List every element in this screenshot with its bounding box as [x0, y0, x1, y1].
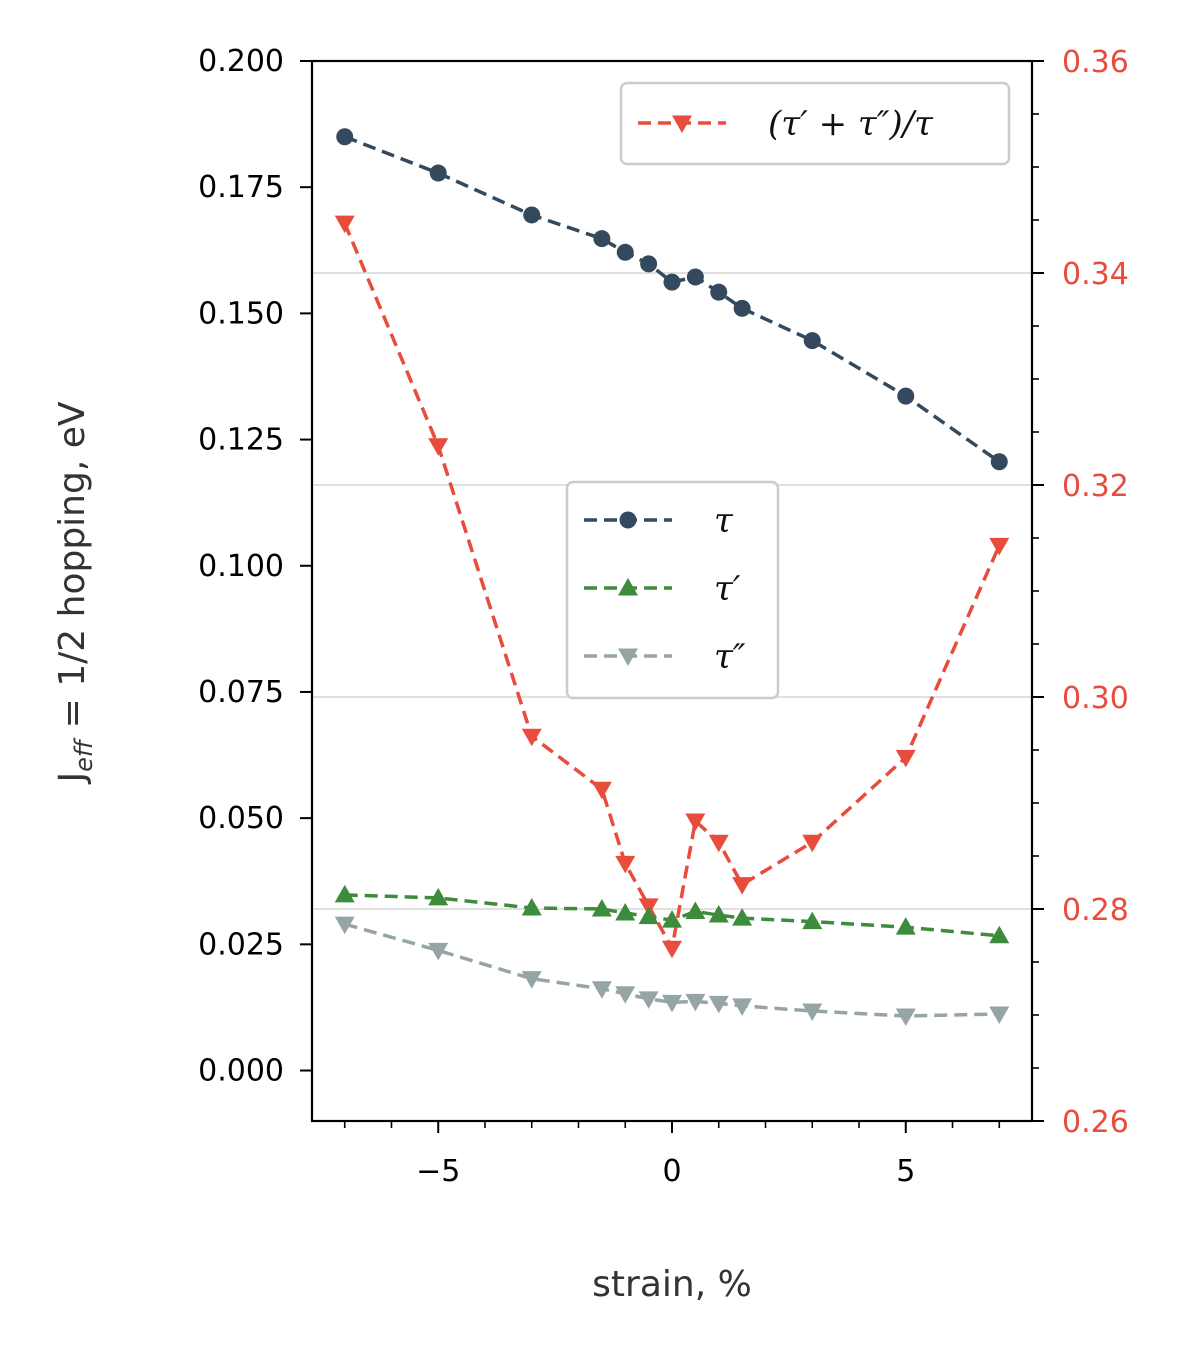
x-tick-label: 0: [662, 1154, 681, 1189]
legend-label: (τ′ + τ″)/τ: [768, 104, 934, 144]
y-axis-label-rest: = 1/2 hopping, eV: [52, 401, 93, 740]
legend-center: [565, 480, 780, 700]
data-point: [685, 813, 706, 832]
data-point: [591, 981, 612, 999]
data-point: [521, 728, 542, 747]
x-tick-label: 5: [896, 1154, 915, 1189]
data-point: [638, 991, 659, 1009]
data-point: [429, 164, 447, 182]
data-point: [591, 899, 612, 917]
series-1: [336, 128, 1008, 471]
data-point: [732, 998, 753, 1016]
data-point: [710, 283, 728, 301]
data-point: [802, 911, 823, 930]
data-point: [733, 299, 751, 317]
data-point: [334, 215, 355, 234]
data-point: [803, 332, 821, 350]
data-point: [732, 908, 753, 926]
data-point: [662, 940, 682, 959]
legend-entry-ratio: (τ′ + τ″)/τ: [638, 104, 934, 144]
data-point: [686, 268, 704, 286]
data-point: [662, 910, 682, 928]
series-layer: [334, 128, 1010, 1027]
legend-top-right: [619, 81, 1011, 166]
data-point: [990, 453, 1008, 471]
y-left-tick-label: 0.200: [198, 44, 284, 79]
y-left-tick-label: 0.125: [198, 423, 284, 458]
data-point: [802, 834, 823, 853]
data-point: [334, 884, 355, 903]
legend-entry-tau-double-prime: τ″: [584, 637, 746, 677]
legend-label: τ″: [714, 637, 746, 677]
data-point: [685, 901, 706, 920]
y-right-tick-label: 0.26: [1062, 1105, 1129, 1140]
data-point: [640, 255, 658, 273]
data-point: [615, 986, 636, 1004]
data-point: [802, 1003, 823, 1021]
ticks: −5 0 5 0.000 0.025 0.050 0.075 0.100 0.125 0.150 0…: [198, 44, 1129, 1189]
data-point: [521, 971, 542, 989]
data-point: [989, 925, 1010, 944]
data-point: [638, 906, 659, 925]
data-point: [708, 834, 729, 853]
y-left-tick-label: 0.175: [198, 170, 284, 205]
data-point: [708, 995, 729, 1014]
data-point: [732, 877, 753, 895]
data-point: [895, 749, 916, 768]
data-point: [895, 1008, 916, 1027]
y-right-tick-label: 0.32: [1062, 469, 1129, 504]
y-left-tick-label: 0.100: [198, 549, 284, 584]
data-point: [663, 273, 681, 291]
y-left-tick-label: 0.025: [198, 927, 284, 962]
y-left-tick-label: 0.075: [198, 675, 284, 710]
y-left-tick-label: 0.000: [198, 1054, 284, 1089]
data-point: [428, 438, 449, 456]
series-4: [334, 215, 1010, 959]
data-point: [989, 1006, 1010, 1024]
legends: (τ′ + τ″)/τ τ τ′ τ″: [565, 81, 1011, 700]
data-point: [428, 942, 449, 961]
x-tick-label: −5: [416, 1154, 460, 1189]
data-point: [593, 230, 611, 248]
legend-label: τ′: [714, 569, 741, 609]
y-left-tick-label: 0.050: [198, 801, 284, 836]
y-left-tick-label: 0.150: [198, 296, 284, 331]
data-point: [615, 903, 636, 921]
y-axis-label-sub: eff: [70, 737, 98, 772]
y-right-tick-label: 0.30: [1062, 681, 1129, 716]
data-point: [336, 128, 354, 146]
data-point: [334, 916, 355, 935]
data-point: [521, 897, 542, 916]
data-point: [616, 243, 634, 261]
data-point: [897, 387, 915, 405]
data-point: [685, 993, 706, 1012]
legend-entry-tau: τ: [584, 501, 734, 541]
data-point: [989, 537, 1010, 556]
data-point: [523, 206, 541, 224]
y-axis-label: Jeff = 1/2 hopping, eV: [52, 401, 98, 784]
legend-swatch-marker: [619, 511, 637, 529]
data-point: [428, 887, 449, 906]
data-point: [895, 917, 916, 935]
y-axis-label-main: J: [52, 772, 93, 785]
data-point: [662, 994, 682, 1013]
series-line: [344, 135, 1001, 464]
y-right-tick-label: 0.34: [1062, 257, 1129, 292]
legend-entry-tau-prime: τ′: [584, 569, 741, 609]
data-point: [591, 781, 612, 800]
legend-swatch-marker: [618, 578, 638, 596]
y-right-tick-label: 0.28: [1062, 893, 1129, 928]
x-axis-label: strain, %: [592, 1264, 752, 1305]
legend-label: τ: [714, 501, 734, 541]
data-point: [708, 905, 729, 923]
legend-swatch-marker: [618, 648, 638, 666]
data-point: [615, 855, 636, 874]
series-3: [334, 916, 1010, 1027]
series-2: [334, 884, 1010, 944]
legend-swatch-marker: [672, 115, 692, 133]
y-right-tick-label: 0.36: [1062, 45, 1129, 80]
